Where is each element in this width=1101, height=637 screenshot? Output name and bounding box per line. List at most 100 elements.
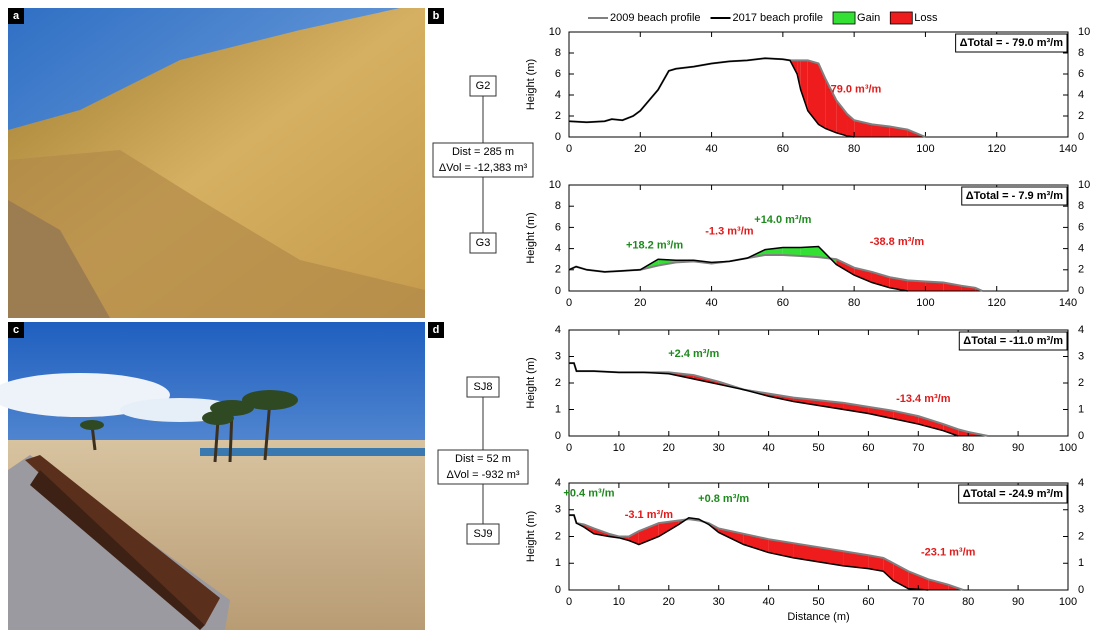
x-tick-label: 60: [777, 143, 789, 155]
total-box: [961, 186, 1068, 206]
y-tick-label: 4: [555, 243, 561, 255]
x-tick-label: 50: [812, 596, 824, 608]
y2-tick-label: 6: [1078, 68, 1084, 80]
y2-tick-label: 0: [1078, 285, 1084, 297]
loss-area: [793, 397, 819, 406]
y2-tick-label: 4: [1078, 243, 1084, 255]
loss-area: [843, 551, 869, 569]
y-tick-label: 2: [555, 110, 561, 122]
legend-label: 2009 beach profile: [610, 12, 701, 24]
loss-area: [825, 79, 837, 133]
x-tick-label: 40: [705, 143, 717, 155]
gain-area: [782, 247, 801, 257]
volume-label: ΔVol = -932 m³: [446, 469, 519, 481]
y2-tick-label: 1: [1078, 403, 1084, 415]
area-annotation: +18.2 m³/m: [626, 239, 683, 251]
x-tick-label: 70: [912, 596, 924, 608]
area-annotation: +0.4 m³/m: [563, 488, 614, 500]
y2-tick-label: 2: [1078, 110, 1084, 122]
y-tick-label: 0: [555, 430, 561, 442]
y2-tick-label: 4: [1078, 477, 1084, 489]
profile-line: [569, 514, 964, 591]
legend-swatch: [889, 11, 913, 25]
profile-name: SJ8: [474, 381, 493, 393]
y-axis-label: Height (m): [525, 511, 537, 562]
x-tick-label: 100: [1059, 442, 1077, 454]
distance-label: Dist = 285 m: [452, 146, 514, 158]
panel-label-box: [428, 8, 444, 24]
loss-area: [718, 528, 744, 545]
x-tick-label: 60: [777, 297, 789, 309]
y2-tick-label: 8: [1078, 200, 1084, 212]
loss-area: [918, 416, 944, 431]
y2-tick-label: 3: [1078, 350, 1084, 362]
x-tick-label: 40: [762, 442, 774, 454]
x-tick-label: 90: [1012, 596, 1024, 608]
total-label: ΔTotal = - 79.0 m³/m: [960, 37, 1064, 49]
loss-area: [793, 543, 819, 562]
x-tick-label: 140: [1059, 143, 1077, 155]
y2-tick-label: 0: [1078, 584, 1084, 596]
area-annotation: -38.8 m³/m: [870, 236, 925, 248]
y-tick-label: 0: [555, 131, 561, 143]
profile-line: [568, 245, 908, 292]
total-box: [958, 484, 1068, 504]
legend-label: 2017 beach profile: [733, 12, 824, 24]
legend-swatch: [832, 11, 856, 25]
loss-area: [925, 281, 944, 291]
x-tick-label: 0: [566, 596, 572, 608]
y-tick-label: 8: [555, 47, 561, 59]
panel-label: d: [433, 324, 440, 336]
y-tick-label: 1: [555, 403, 561, 415]
y-tick-label: 6: [555, 68, 561, 80]
y-tick-label: 4: [555, 477, 561, 489]
y2-tick-label: 4: [1078, 89, 1084, 101]
x-tick-label: 30: [713, 442, 725, 454]
loss-area: [868, 555, 884, 572]
x-tick-label: 20: [634, 143, 646, 155]
y-tick-label: 10: [549, 26, 561, 38]
x-tick-label: 80: [848, 143, 860, 155]
plot-frame: [568, 184, 1069, 292]
profile-line: [569, 514, 929, 591]
panel-label: a: [13, 10, 20, 22]
x-tick-label: 40: [762, 596, 774, 608]
loss-area: [893, 410, 919, 425]
x-tick-label: 120: [988, 143, 1006, 155]
total-box: [955, 33, 1068, 53]
y2-tick-label: 6: [1078, 221, 1084, 233]
y-tick-label: 6: [555, 221, 561, 233]
legend-label: Gain: [857, 12, 880, 24]
gain-area: [800, 246, 819, 258]
loss-area: [836, 100, 848, 136]
x-tick-label: 0: [566, 297, 572, 309]
y-tick-label: 0: [555, 584, 561, 596]
x-tick-label: 60: [862, 442, 874, 454]
profile-name: G2: [476, 80, 491, 92]
y-tick-label: 2: [555, 530, 561, 542]
area-annotation: +14.0 m³/m: [754, 214, 811, 226]
total-label: ΔTotal = -11.0 m³/m: [963, 335, 1063, 347]
legend-label: Loss: [914, 12, 938, 24]
y-tick-label: 4: [555, 89, 561, 101]
y2-tick-label: 2: [1078, 530, 1084, 542]
loss-area: [638, 523, 659, 545]
y2-tick-label: 0: [1078, 131, 1084, 143]
x-tick-label: 90: [1012, 442, 1024, 454]
x-tick-label: 80: [962, 442, 974, 454]
y-tick-label: 8: [555, 200, 561, 212]
y2-tick-label: 3: [1078, 504, 1084, 516]
x-tick-label: 40: [705, 297, 717, 309]
loss-area: [907, 280, 926, 291]
panel-label: b: [433, 10, 440, 22]
y2-tick-label: 2: [1078, 377, 1084, 389]
y-tick-label: 1: [555, 557, 561, 569]
profile-line: [569, 362, 959, 437]
loss-area: [871, 124, 890, 137]
area-annotation: -23.1 m³/m: [921, 546, 976, 558]
x-tick-label: 100: [916, 143, 934, 155]
y-axis-label: Height (m): [525, 59, 537, 110]
x-tick-label: 0: [566, 143, 572, 155]
y-tick-label: 2: [555, 264, 561, 276]
photo-a: [8, 8, 425, 318]
